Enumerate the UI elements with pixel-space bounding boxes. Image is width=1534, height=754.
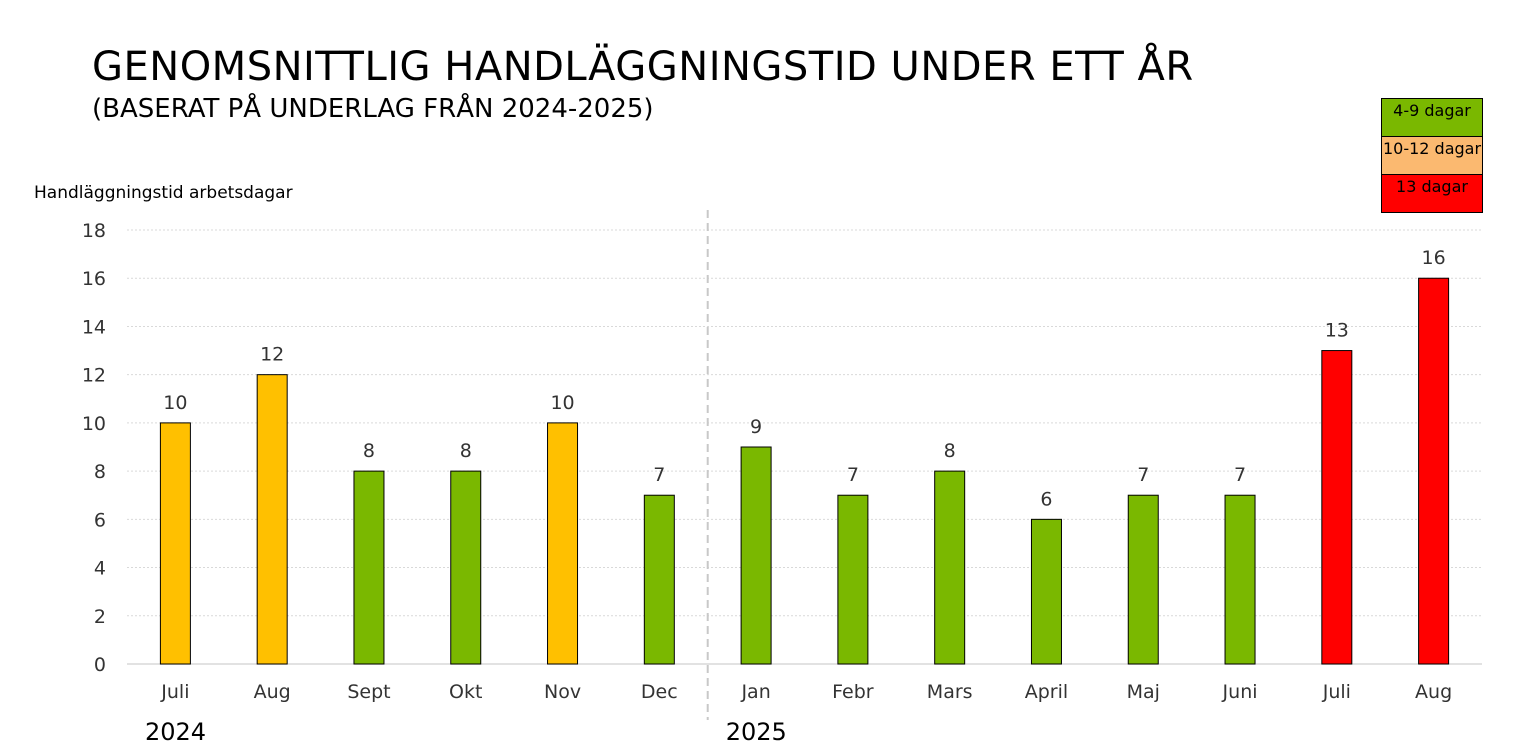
x-tick-label: Juli <box>160 681 189 703</box>
data-label: 13 <box>1325 320 1349 342</box>
x-tick-label: Aug <box>1415 681 1452 703</box>
data-label: 8 <box>363 440 375 462</box>
bar <box>256 374 288 665</box>
data-label: 7 <box>653 464 665 486</box>
bar <box>1030 518 1062 665</box>
x-tick-label: Nov <box>544 681 581 703</box>
year-label: 2024 <box>145 718 206 746</box>
bar <box>1418 277 1450 665</box>
data-label: 10 <box>163 392 187 414</box>
x-tick-label: Juni <box>1222 681 1258 703</box>
bar <box>159 422 191 665</box>
x-tick-label: Aug <box>254 681 291 703</box>
bar <box>740 446 772 665</box>
bar <box>1127 494 1159 665</box>
data-label: 10 <box>550 392 574 414</box>
bar <box>837 494 869 665</box>
y-tick-label: 12 <box>82 365 106 387</box>
x-tick-label: Dec <box>641 681 678 703</box>
legend-item-13: 13 dagar <box>1382 175 1482 212</box>
chart-subtitle: (BASERAT PÅ UNDERLAG FRÅN 2024-2025) <box>92 94 654 124</box>
data-label: 12 <box>260 344 284 366</box>
data-label: 7 <box>1137 464 1149 486</box>
bar <box>450 470 482 665</box>
y-tick-label: 8 <box>94 461 106 483</box>
bar <box>934 470 966 665</box>
data-label: 16 <box>1422 247 1446 269</box>
x-tick-label: Sept <box>347 681 390 703</box>
x-tick-label: Juli <box>1322 681 1351 703</box>
y-tick-label: 2 <box>94 606 106 628</box>
x-tick-label: Jan <box>740 681 770 703</box>
bar <box>1224 494 1256 665</box>
year-label: 2025 <box>726 718 787 746</box>
x-tick-label: April <box>1025 681 1068 703</box>
x-tick-label: Mars <box>927 681 973 703</box>
y-tick-label: 4 <box>94 558 106 580</box>
data-label: 8 <box>460 440 472 462</box>
legend: 4-9 dagar 10-12 dagar 13 dagar <box>1381 98 1483 213</box>
x-tick-label: Okt <box>449 681 482 703</box>
data-label: 9 <box>750 416 762 438</box>
y-tick-label: 16 <box>82 268 106 290</box>
data-label: 6 <box>1040 488 1052 510</box>
data-label: 7 <box>847 464 859 486</box>
data-label: 7 <box>1234 464 1246 486</box>
y-axis-label: Handläggningstid arbetsdagar <box>34 183 293 203</box>
data-label: 8 <box>944 440 956 462</box>
x-tick-label: Febr <box>832 681 874 703</box>
chart-title: GENOMSNITTLIG HANDLÄGGNINGSTID UNDER ETT… <box>92 44 1194 90</box>
legend-item-4-9: 4-9 dagar <box>1382 99 1482 137</box>
bar <box>1321 350 1353 665</box>
y-tick-label: 0 <box>94 654 106 676</box>
bar <box>547 422 579 665</box>
bar <box>353 470 385 665</box>
y-tick-label: 14 <box>82 316 106 338</box>
bar <box>643 494 675 665</box>
y-tick-label: 6 <box>94 509 106 531</box>
y-tick-label: 10 <box>82 413 106 435</box>
y-tick-label: 18 <box>82 220 106 242</box>
legend-item-10-12: 10-12 dagar <box>1382 137 1482 175</box>
x-tick-label: Maj <box>1127 681 1160 703</box>
